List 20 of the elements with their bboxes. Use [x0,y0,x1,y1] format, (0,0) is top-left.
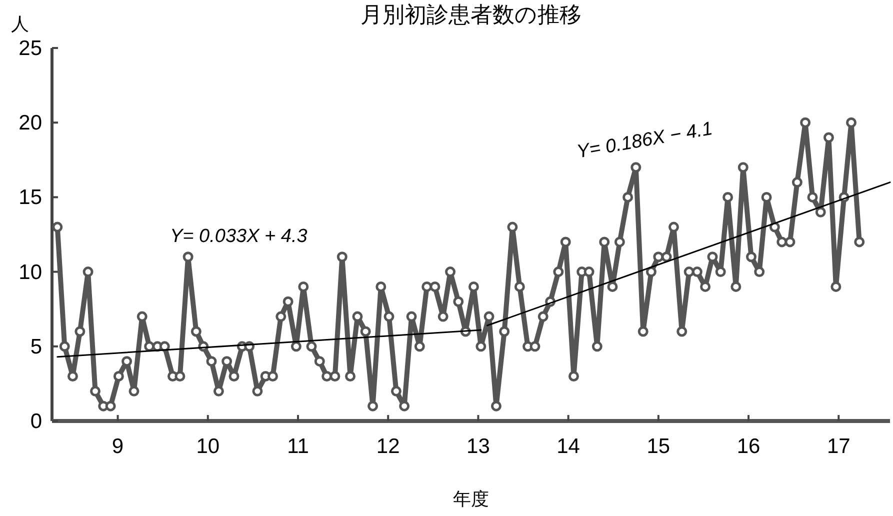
y-tick-label: 25 [18,37,42,60]
annotation: Y= 0.033X + 4.3 [170,226,308,247]
annotation: Y= 0.186X − 4.1 [575,118,714,163]
y-tick-label: 5 [30,335,42,358]
x-tick-label: 15 [646,435,670,458]
y-tick-label: 0 [30,410,42,433]
x-tick-label: 9 [112,435,124,458]
y-tick-label: 10 [18,260,42,284]
x-tick-label: 10 [196,435,220,458]
y-tick-label: 20 [18,112,42,135]
x-tick-label: 14 [556,435,580,458]
y-tick-label: 15 [18,186,42,210]
y-axis-title: 人 [11,14,29,34]
x-tick-label: 13 [466,435,490,458]
x-tick-label: 12 [376,435,400,458]
x-tick-label: 17 [826,435,850,458]
x-axis-title: 年度 [453,489,489,509]
x-tick-label: 11 [287,435,309,458]
chart-title: 月別初診患者数の推移 [360,2,582,27]
x-tick-label: 16 [736,435,760,458]
